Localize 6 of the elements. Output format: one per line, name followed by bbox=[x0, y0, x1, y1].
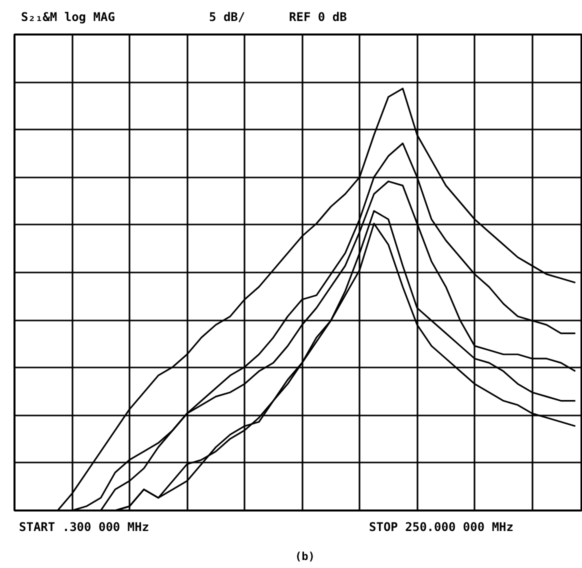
text: REF 0 dB bbox=[289, 9, 347, 26]
text: STOP 250.000 000 MHz bbox=[369, 519, 514, 536]
chart-title: S₂₁&M log MAG bbox=[21, 9, 115, 26]
text: 5 dB/ bbox=[209, 9, 246, 26]
text: START .300 000 MHz bbox=[19, 519, 150, 536]
text: (b) bbox=[295, 549, 315, 565]
